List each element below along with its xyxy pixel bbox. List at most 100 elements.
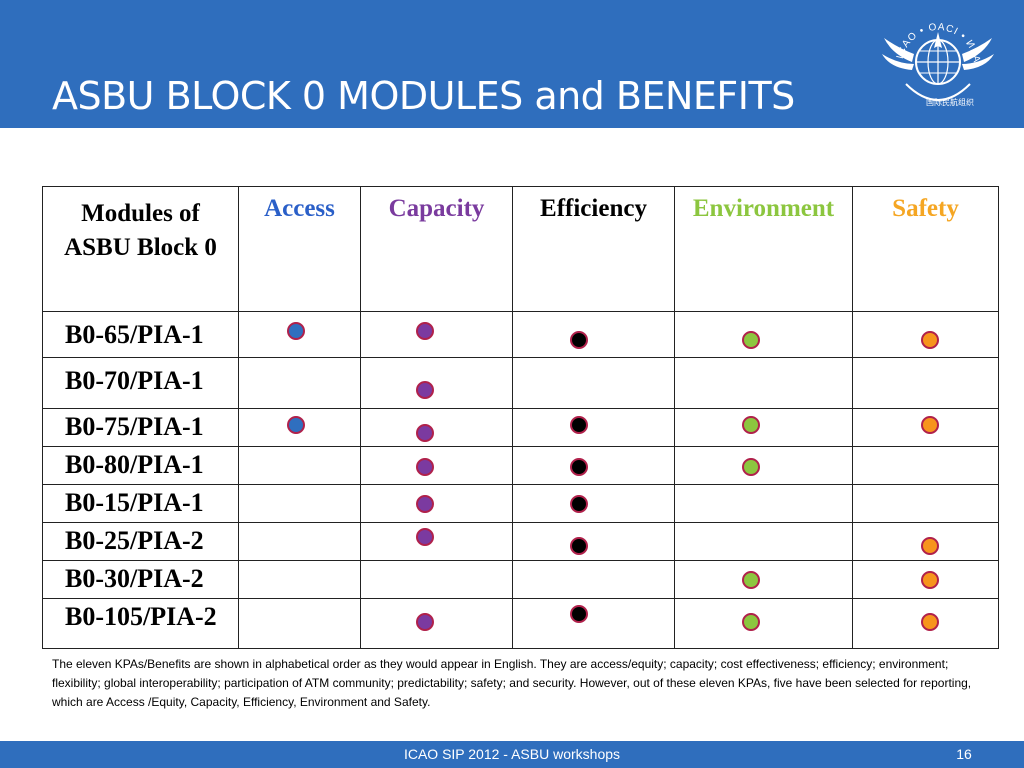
capacity-benefit-marker [416, 495, 434, 513]
efficiency-benefit-marker [570, 458, 588, 476]
header-efficiency-cell: Efficiency [512, 186, 675, 312]
capacity-benefit-marker [416, 322, 434, 340]
access-benefit-marker [287, 416, 305, 434]
environment-benefit-marker [742, 331, 760, 349]
header-safety-cell: Safety [852, 186, 999, 312]
module-cell: B0-70/PIA-1 [42, 357, 239, 409]
column-header-safety: Safety [892, 195, 959, 222]
environment-cell [674, 484, 853, 523]
capacity-cell [360, 484, 513, 523]
environment-cell [674, 446, 853, 485]
efficiency-benefit-marker [570, 537, 588, 555]
modules-header-line1: Modules of [81, 200, 200, 227]
module-label: B0-80/PIA-1 [65, 450, 204, 479]
safety-benefit-marker [921, 416, 939, 434]
header-access-cell: Access [238, 186, 361, 312]
table-row: B0-75/PIA-1 [42, 408, 999, 447]
efficiency-benefit-marker [570, 331, 588, 349]
module-cell: B0-30/PIA-2 [42, 560, 239, 599]
access-cell [238, 357, 361, 409]
safety-cell [852, 598, 999, 649]
icao-emblem-icon: ICAO • OACI • ИКАО 国际民航组织 [876, 8, 994, 107]
access-cell [238, 311, 361, 358]
table-row: B0-65/PIA-1 [42, 311, 999, 358]
svg-text:国际民航组织: 国际民航组织 [926, 97, 974, 107]
safety-benefit-marker [921, 537, 939, 555]
capacity-benefit-marker [416, 613, 434, 631]
column-header-access: Access [264, 195, 335, 222]
module-cell: B0-80/PIA-1 [42, 446, 239, 485]
efficiency-cell [512, 408, 675, 447]
slide-title: ASBU BLOCK 0 MODULES and BENEFITS [52, 74, 795, 118]
access-cell [238, 446, 361, 485]
module-label: B0-30/PIA-2 [65, 564, 204, 593]
table-row: B0-105/PIA-2 [42, 598, 999, 649]
footer-text: ICAO SIP 2012 - ASBU workshops [403, 746, 621, 762]
environment-cell [674, 522, 853, 561]
column-header-efficiency: Efficiency [540, 195, 647, 222]
page-number: 16 [956, 746, 972, 762]
efficiency-cell [512, 598, 675, 649]
environment-cell [674, 311, 853, 358]
modules-benefits-table: Modules of ASBU Block 0 Access Capacity … [42, 186, 999, 649]
environment-benefit-marker [742, 571, 760, 589]
efficiency-benefit-marker [570, 416, 588, 434]
safety-benefit-marker [921, 571, 939, 589]
table-row: B0-15/PIA-1 [42, 484, 999, 523]
environment-cell [674, 408, 853, 447]
efficiency-cell [512, 484, 675, 523]
capacity-cell [360, 522, 513, 561]
efficiency-benefit-marker [570, 605, 588, 623]
access-benefit-marker [287, 322, 305, 340]
capacity-benefit-marker [416, 381, 434, 399]
capacity-benefit-marker [416, 424, 434, 442]
capacity-benefit-marker [416, 458, 434, 476]
module-cell: B0-25/PIA-2 [42, 522, 239, 561]
modules-header: Modules of ASBU Block 0 [43, 197, 238, 265]
header-modules-cell: Modules of ASBU Block 0 [42, 186, 239, 312]
safety-cell [852, 357, 999, 409]
capacity-cell [360, 311, 513, 358]
header-environment-cell: Environment [674, 186, 853, 312]
capacity-cell [360, 357, 513, 409]
kpa-footnote: The eleven KPAs/Benefits are shown in al… [52, 657, 972, 709]
module-cell: B0-15/PIA-1 [42, 484, 239, 523]
module-label: B0-65/PIA-1 [65, 320, 204, 349]
environment-benefit-marker [742, 613, 760, 631]
capacity-cell [360, 446, 513, 485]
efficiency-cell [512, 446, 675, 485]
header-capacity-cell: Capacity [360, 186, 513, 312]
module-label: B0-15/PIA-1 [65, 488, 204, 517]
environment-cell [674, 357, 853, 409]
safety-cell [852, 408, 999, 447]
capacity-cell [360, 408, 513, 447]
access-cell [238, 522, 361, 561]
environment-cell [674, 598, 853, 649]
module-cell: B0-105/PIA-2 [42, 598, 239, 649]
efficiency-cell [512, 311, 675, 358]
safety-benefit-marker [921, 613, 939, 631]
environment-benefit-marker [742, 458, 760, 476]
module-cell: B0-65/PIA-1 [42, 311, 239, 358]
module-label: B0-75/PIA-1 [65, 412, 204, 441]
table-row: B0-30/PIA-2 [42, 560, 999, 599]
efficiency-cell [512, 522, 675, 561]
safety-benefit-marker [921, 331, 939, 349]
module-label: B0-25/PIA-2 [65, 526, 204, 555]
module-cell: B0-75/PIA-1 [42, 408, 239, 447]
capacity-benefit-marker [416, 528, 434, 546]
capacity-cell [360, 560, 513, 599]
table-row: B0-25/PIA-2 [42, 522, 999, 561]
access-cell [238, 598, 361, 649]
safety-cell [852, 446, 999, 485]
table-row: B0-70/PIA-1 [42, 357, 999, 409]
access-cell [238, 484, 361, 523]
title-bar: ASBU BLOCK 0 MODULES and BENEFITS ICAO •… [0, 0, 1024, 128]
safety-cell [852, 560, 999, 599]
modules-header-line2: ASBU Block 0 [64, 233, 217, 261]
column-header-capacity: Capacity [388, 195, 485, 222]
table-row: B0-80/PIA-1 [42, 446, 999, 485]
efficiency-benefit-marker [570, 495, 588, 513]
module-label: B0-105/PIA-2 [65, 602, 217, 631]
access-cell [238, 560, 361, 599]
